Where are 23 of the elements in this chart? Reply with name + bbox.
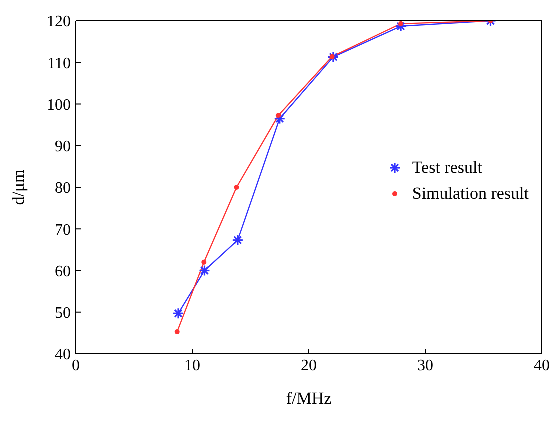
y-axis-title: d/μm [9,170,28,206]
y-tick-label: 60 [55,263,71,280]
x-tick-label: 40 [534,357,550,374]
x-axis-title: f/MHz [286,389,332,408]
point [234,185,240,190]
x-tick-label: 20 [301,357,317,374]
y-tick-label: 110 [48,55,71,72]
x-tick-label: 10 [184,357,200,374]
y-tick-label: 80 [55,180,71,198]
y-tick-label: 90 [55,138,71,156]
point [276,112,282,118]
y-tick-label: 70 [55,222,71,239]
point [330,54,335,60]
point [398,21,404,26]
point [202,260,207,265]
point [174,329,180,334]
legend-label: Test result [412,158,482,178]
x-tick-label: 0 [72,357,80,374]
y-tick-label: 50 [55,305,71,322]
x-tick-label: 30 [418,357,434,374]
y-tick-label: 120 [47,14,71,31]
y-tick-label: 100 [47,96,71,114]
legend-label: Simulation result [412,184,529,204]
